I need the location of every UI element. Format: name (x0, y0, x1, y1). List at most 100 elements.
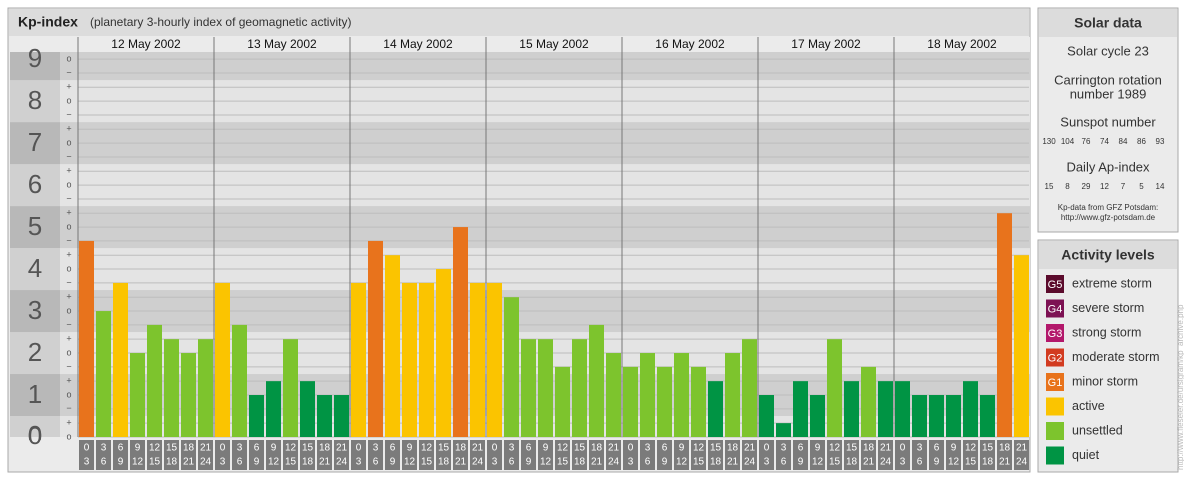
ap-value: 5 (1139, 182, 1144, 191)
x-label-box (759, 440, 774, 470)
minor-tick-label: − (66, 235, 71, 245)
x-tick-label: 18 (846, 457, 858, 468)
source: Kp-data from GFZ Potsdam: (1058, 203, 1158, 212)
x-label-box (963, 440, 978, 470)
x-tick-label: 21 (1016, 443, 1028, 454)
x-tick-label: 0 (764, 443, 770, 454)
x-tick-label: 15 (982, 443, 994, 454)
x-tick-label: 12 (693, 443, 705, 454)
x-tick-label: 12 (965, 443, 977, 454)
x-label-box (79, 440, 94, 470)
y-tick-label: 3 (28, 295, 42, 325)
minor-tick-label: − (66, 403, 71, 413)
bar (334, 395, 349, 437)
x-tick-label: 6 (509, 457, 515, 468)
y-label-box (10, 290, 60, 333)
bar (980, 395, 995, 437)
bar (385, 255, 400, 437)
day-label: 15 May 2002 (519, 37, 589, 51)
x-tick-label: 3 (917, 443, 923, 454)
minor-tick-label: o (66, 221, 71, 231)
x-tick-label: 9 (679, 443, 685, 454)
sunspot-value: 104 (1061, 137, 1075, 146)
x-tick-label: 18 (302, 457, 314, 468)
band (10, 52, 1030, 81)
x-label-box (555, 440, 570, 470)
y-tick-label: 4 (28, 253, 42, 283)
legend-swatch (1046, 299, 1064, 318)
x-tick-label: 18 (166, 457, 178, 468)
minor-tick-label: + (66, 292, 71, 302)
sunspot-value: 84 (1119, 137, 1128, 146)
x-tick-label: 0 (84, 443, 90, 454)
sunspot-value: 93 (1156, 137, 1165, 146)
bar (708, 381, 723, 437)
bar (538, 339, 553, 437)
minor-tick-label: o (66, 179, 71, 189)
x-tick-label: 6 (934, 443, 940, 454)
legend-badge: G2 (1048, 352, 1063, 364)
x-tick-label: 18 (574, 457, 586, 468)
x-label-box (487, 440, 502, 470)
bar (827, 339, 842, 437)
bar (436, 269, 451, 437)
x-tick-label: 18 (438, 457, 450, 468)
minor-tick-label: − (66, 319, 71, 329)
x-tick-label: 18 (727, 443, 739, 454)
bar (1014, 255, 1029, 437)
x-tick-label: 0 (492, 443, 498, 454)
minor-tick-label: + (66, 124, 71, 134)
bar (164, 339, 179, 437)
x-tick-label: 18 (319, 443, 331, 454)
x-tick-label: 6 (526, 443, 532, 454)
y-tick-label: 6 (28, 169, 42, 199)
legend-header (1039, 241, 1177, 269)
bar (283, 339, 298, 437)
x-label-box (215, 440, 230, 470)
subtitle: (planetary 3-hourly index of geomagnetic… (90, 15, 351, 29)
x-tick-label: 6 (237, 457, 243, 468)
x-tick-label: 9 (407, 443, 413, 454)
x-label-box (113, 440, 128, 470)
bar (215, 282, 230, 437)
bar (861, 366, 876, 437)
day-label: 17 May 2002 (791, 37, 861, 51)
minor-tick-label: + (66, 334, 71, 344)
x-tick-label: 0 (628, 443, 634, 454)
x-tick-label: 6 (781, 457, 787, 468)
bar (929, 395, 944, 437)
x-tick-label: 15 (965, 457, 977, 468)
day-label: 16 May 2002 (655, 37, 725, 51)
legend-badge: G4 (1048, 303, 1063, 315)
bar (504, 297, 519, 437)
x-label-box (402, 440, 417, 470)
x-label-box (742, 440, 757, 470)
x-tick-label: 3 (492, 457, 498, 468)
x-label-box (147, 440, 162, 470)
minor-tick-label: o (66, 263, 71, 273)
ap-value: 29 (1082, 182, 1091, 191)
bar (249, 395, 264, 437)
bar (946, 395, 961, 437)
legend-label: moderate storm (1072, 350, 1160, 364)
bar (742, 339, 757, 437)
x-tick-label: 9 (118, 457, 124, 468)
bar (130, 353, 145, 437)
x-tick-label: 24 (744, 457, 756, 468)
minor-tick-label: o (66, 347, 71, 357)
y-label-box (10, 164, 60, 207)
x-tick-label: 15 (574, 443, 586, 454)
bar (113, 282, 128, 437)
x-tick-label: 9 (135, 443, 141, 454)
legend-label: minor storm (1072, 374, 1138, 388)
day-label: 12 May 2002 (111, 37, 181, 51)
x-tick-label: 21 (319, 457, 331, 468)
x-label-box (810, 440, 825, 470)
bar (844, 381, 859, 437)
x-tick-label: 15 (285, 457, 297, 468)
bar (266, 381, 281, 437)
x-label-box (691, 440, 706, 470)
x-label-box (725, 440, 740, 470)
carrington: number 1989 (1070, 86, 1147, 101)
x-tick-label: 18 (999, 443, 1011, 454)
